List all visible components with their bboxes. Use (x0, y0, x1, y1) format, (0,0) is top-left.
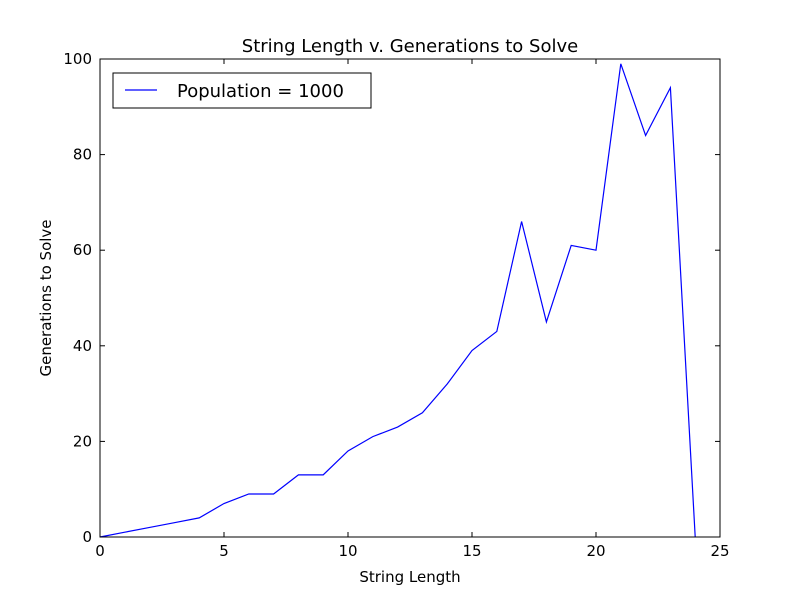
x-tick-label: 5 (219, 542, 229, 560)
y-axis-label: Generations to Solve (37, 219, 55, 376)
y-tick-label: 100 (63, 50, 92, 68)
x-tick-label: 15 (462, 542, 481, 560)
y-tick-label: 0 (82, 528, 92, 546)
y-tick-label: 80 (73, 146, 92, 164)
x-tick-label: 10 (338, 542, 357, 560)
legend: Population = 1000 (112, 72, 372, 109)
x-tick-label: 0 (95, 542, 105, 560)
plot-frame (99, 58, 721, 538)
y-tick-label: 40 (73, 337, 92, 355)
legend-label: Population = 1000 (177, 81, 344, 102)
y-tick-label: 20 (73, 432, 92, 450)
x-tick-label: 20 (586, 542, 605, 560)
x-axis-label: String Length (359, 568, 460, 586)
y-tick-label: 60 (73, 241, 92, 259)
series-line-0 (99, 63, 696, 538)
x-tick-label: 25 (710, 542, 729, 560)
chart-title: String Length v. Generations to Solve (242, 36, 578, 57)
